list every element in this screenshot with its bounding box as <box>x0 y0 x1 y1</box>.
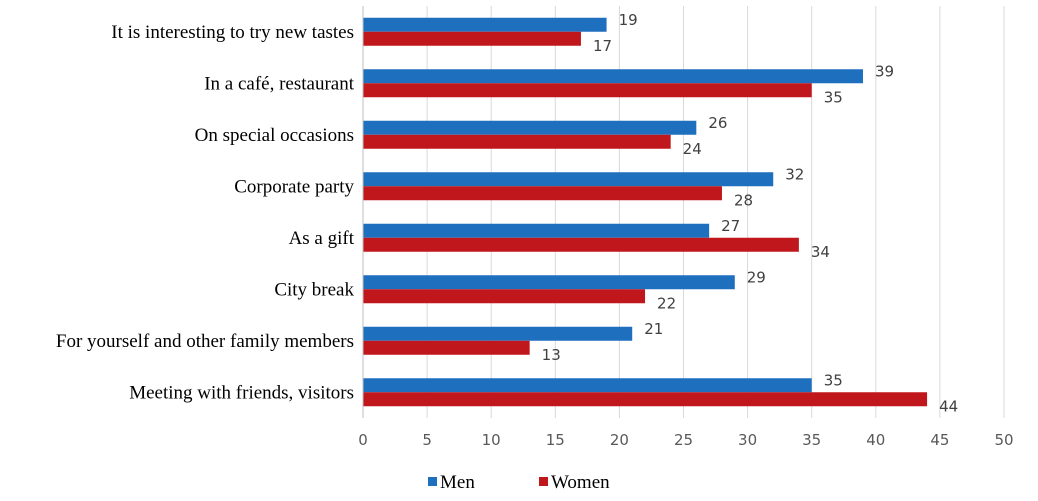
bar-men <box>363 326 633 341</box>
legend-label-women: Women <box>551 472 610 493</box>
data-label-women: 44 <box>939 397 958 415</box>
bars <box>363 17 928 407</box>
legend-swatch-men <box>428 477 437 486</box>
category-label: For yourself and other family members <box>56 331 354 352</box>
category-label: In a café, restaurant <box>204 73 355 94</box>
bar-women <box>363 237 799 252</box>
bar-women <box>363 31 581 46</box>
bar-women <box>363 289 646 304</box>
x-tick-label: 20 <box>610 431 629 449</box>
category-label: Corporate party <box>234 176 354 197</box>
legend-label-men: Men <box>440 472 475 493</box>
bar-women <box>363 340 530 355</box>
data-label-women: 34 <box>811 243 830 261</box>
data-labels: 19 17 39 35 26 24 32 28 27 34 29 22 21 13 35 44 <box>542 11 959 416</box>
data-label-men: 35 <box>824 371 843 389</box>
category-label: City break <box>274 279 354 300</box>
gridlines <box>426 6 1005 418</box>
bar-men <box>363 275 735 290</box>
x-tick-label: 15 <box>546 431 565 449</box>
data-label-men: 27 <box>721 217 740 235</box>
data-label-women: 22 <box>657 294 676 312</box>
x-tick-label: 25 <box>674 431 693 449</box>
data-label-women: 13 <box>542 346 561 364</box>
bar-men <box>363 172 774 187</box>
x-tick-label: 35 <box>802 431 821 449</box>
x-tick-label: 0 <box>358 431 368 449</box>
data-label-women: 24 <box>683 140 702 158</box>
bar-women <box>363 83 812 98</box>
bar-men <box>363 223 710 238</box>
bar-women <box>363 134 671 149</box>
data-label-men: 29 <box>747 268 766 286</box>
category-label: Meeting with friends, visitors <box>129 382 354 403</box>
legend: Men Women <box>428 472 610 493</box>
data-label-women: 28 <box>734 191 753 209</box>
bar-men <box>363 69 863 84</box>
data-label-men: 32 <box>785 165 804 183</box>
x-tick-label: 40 <box>866 431 885 449</box>
bar-women <box>363 186 722 201</box>
x-tick-label: 45 <box>930 431 949 449</box>
data-label-men: 39 <box>875 62 894 80</box>
category-label: It is interesting to try new tastes <box>111 22 354 43</box>
category-labels: It is interesting to try new tastes In a … <box>56 22 355 404</box>
bar-men <box>363 378 812 393</box>
data-label-men: 21 <box>644 320 663 338</box>
category-label: As a gift <box>289 228 355 249</box>
bar-men <box>363 120 697 135</box>
data-label-women: 35 <box>824 88 843 106</box>
data-label-men: 26 <box>708 114 727 132</box>
x-tick-label: 30 <box>738 431 757 449</box>
legend-swatch-women <box>539 477 548 486</box>
x-tick-label: 10 <box>482 431 501 449</box>
data-label-men: 19 <box>619 11 638 29</box>
x-tick-label: 50 <box>994 431 1013 449</box>
bar-men <box>363 17 607 32</box>
bar-women <box>363 392 928 407</box>
x-tick-labels: 0 5 10 15 20 25 30 35 40 45 50 <box>358 431 1013 449</box>
category-label: On special occasions <box>195 125 354 146</box>
x-tick-label: 5 <box>422 431 432 449</box>
data-label-women: 17 <box>593 37 612 55</box>
